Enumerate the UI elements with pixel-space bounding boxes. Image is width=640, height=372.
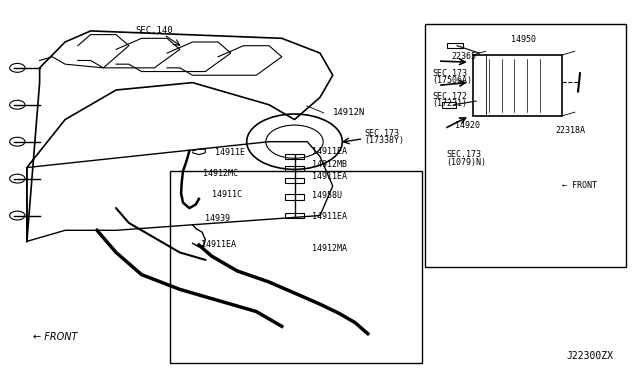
Text: SEC.173: SEC.173 <box>446 150 481 159</box>
Text: 14912MC: 14912MC <box>203 169 237 178</box>
Bar <box>447 43 463 48</box>
Text: 14911C: 14911C <box>212 190 242 199</box>
Bar <box>285 195 304 200</box>
Text: 14911E: 14911E <box>215 148 245 157</box>
Text: ← FRONT: ← FRONT <box>562 182 597 190</box>
Bar <box>285 166 304 171</box>
Text: 14912MA: 14912MA <box>312 244 348 253</box>
Text: SEC.173: SEC.173 <box>432 69 467 78</box>
Bar <box>442 102 456 109</box>
Bar <box>285 213 304 218</box>
Text: 14911EA: 14911EA <box>201 240 236 249</box>
Text: 14911EA: 14911EA <box>312 147 348 156</box>
Text: 14911EA: 14911EA <box>312 212 348 221</box>
Text: SEC.140: SEC.140 <box>136 26 173 35</box>
Bar <box>285 178 304 183</box>
Text: 14912N: 14912N <box>333 108 365 117</box>
Text: 22318A: 22318A <box>556 126 586 135</box>
Text: 14950: 14950 <box>511 35 536 44</box>
Text: 14939: 14939 <box>205 214 230 222</box>
Text: 14920: 14920 <box>455 121 480 129</box>
Bar <box>425 23 626 267</box>
Text: 14912MB: 14912MB <box>312 160 348 170</box>
Text: J22300ZX: J22300ZX <box>566 351 613 361</box>
Bar <box>473 55 562 116</box>
Text: SEC.172: SEC.172 <box>432 92 467 101</box>
Bar <box>285 154 304 159</box>
Text: (17338Y): (17338Y) <box>365 137 404 145</box>
Text: 14911EA: 14911EA <box>312 172 348 181</box>
Text: ← FRONT: ← FRONT <box>33 332 78 341</box>
Text: 14958U: 14958U <box>312 192 342 201</box>
Text: (17231): (17231) <box>432 99 467 108</box>
Text: SEC.173: SEC.173 <box>365 129 399 138</box>
Text: 22365: 22365 <box>451 52 476 61</box>
Text: (1079)N): (1079)N) <box>446 157 486 167</box>
Text: (17506A): (17506A) <box>432 76 472 85</box>
Bar <box>170 171 422 363</box>
